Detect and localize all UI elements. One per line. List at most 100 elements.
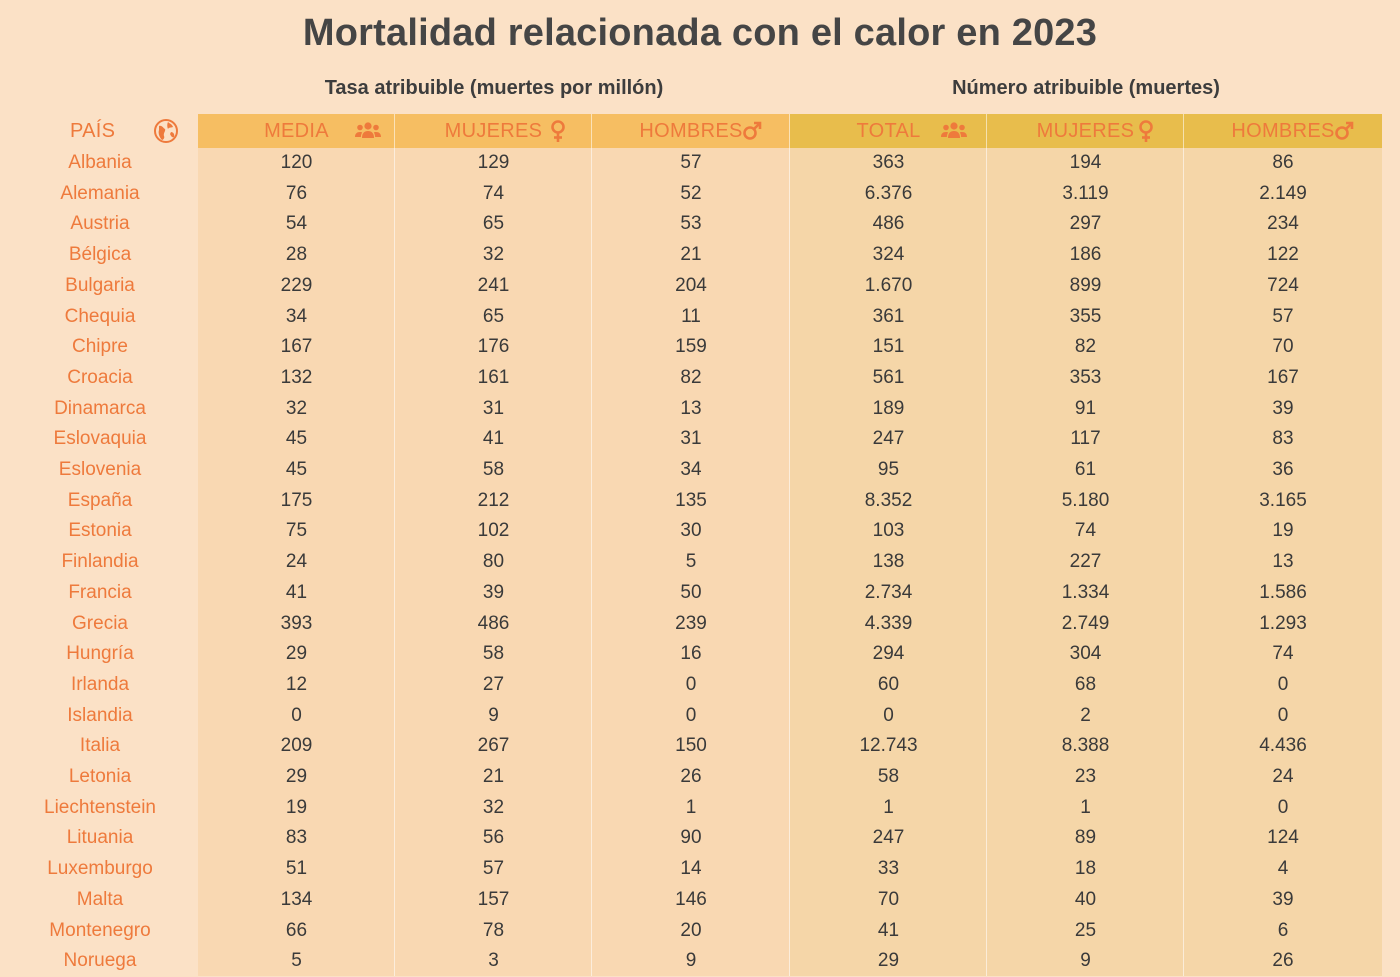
table-row: Islandia 0 9 0 0 2 0 <box>0 701 1400 732</box>
num-men-cell: 4.436 <box>1259 735 1307 757</box>
num-men-cell: 39 <box>1272 397 1294 419</box>
num-total-cell: 33 <box>877 858 900 880</box>
header-rate-men: HOMBRES <box>592 114 790 148</box>
rate-women-cell: 31 <box>482 397 505 419</box>
table-row: Chequia 34 65 11 361 355 57 <box>0 302 1400 333</box>
rate-men-cell: 31 <box>680 428 702 450</box>
country-cell: Chequia <box>64 305 136 327</box>
rate-mean-cell: 134 <box>280 888 313 910</box>
table-row: Italia 209 267 150 12.743 8.388 4.436 <box>0 731 1400 762</box>
header-rate-men-label: HOMBRES <box>639 120 743 142</box>
country-cell: Austria <box>70 213 130 235</box>
header-country: PAÍS <box>40 114 200 148</box>
rate-men-cell: 9 <box>685 950 697 972</box>
num-total-cell: 95 <box>877 459 900 480</box>
num-total-cell: 0 <box>883 704 894 726</box>
num-women-cell: 304 <box>1069 643 1102 665</box>
num-total-cell: 486 <box>872 213 905 235</box>
rate-men-cell: 90 <box>680 827 702 849</box>
rate-mean-cell: 66 <box>285 919 308 941</box>
rate-men-cell: 26 <box>680 766 702 787</box>
table-row: Luxemburgo 51 57 14 33 18 4 <box>0 854 1400 885</box>
country-cell: Grecia <box>72 612 128 634</box>
rate-mean-cell: 209 <box>280 735 313 757</box>
country-cell: Finlandia <box>61 551 139 573</box>
num-total-cell: 4.339 <box>864 612 913 634</box>
country-cell: Croacia <box>67 366 133 388</box>
rate-women-cell: 78 <box>482 919 505 941</box>
num-total-cell: 361 <box>872 305 905 327</box>
table-row: Hungría 29 58 16 294 304 74 <box>0 639 1400 670</box>
rate-mean-cell: 12 <box>285 673 308 695</box>
num-total-cell: 70 <box>877 888 900 910</box>
country-cell: Estonia <box>68 520 132 542</box>
table-row: Croacia 132 161 82 561 353 167 <box>0 363 1400 394</box>
rate-women-cell: 65 <box>482 305 505 327</box>
rate-men-cell: 53 <box>680 213 702 235</box>
rate-mean-cell: 32 <box>285 397 308 419</box>
column-divider <box>394 114 395 976</box>
num-men-cell: 0 <box>1277 704 1289 726</box>
table-row: Finlandia 24 80 5 138 227 13 <box>0 547 1400 578</box>
number-group-title: Número atribuible (muertes) <box>952 77 1220 99</box>
num-men-cell: 70 <box>1272 336 1294 358</box>
num-total-cell: 8.352 <box>864 489 913 511</box>
num-women-cell: 25 <box>1074 919 1097 941</box>
num-women-cell: 227 <box>1069 551 1102 573</box>
rate-women-cell: 74 <box>482 182 505 204</box>
header-rate-mean-label: MEDIA <box>264 120 329 142</box>
num-women-cell: 68 <box>1074 673 1097 695</box>
rate-mean-cell: 229 <box>280 274 313 296</box>
country-cell: Islandia <box>67 704 133 726</box>
chart-title: Mortalidad relacionada con el calor en 2… <box>302 12 1098 54</box>
table-row: Eslovaquia 45 41 31 247 117 83 <box>0 424 1400 455</box>
num-total-cell: 60 <box>877 673 900 695</box>
header-num-women-label: MUJERES <box>1036 120 1135 142</box>
rate-women-cell: 80 <box>482 551 505 573</box>
rate-men-cell: 13 <box>680 397 702 419</box>
header-rate-mean: MEDIA <box>198 114 395 148</box>
num-men-cell: 167 <box>1267 366 1299 388</box>
num-women-cell: 61 <box>1074 459 1097 480</box>
num-women-cell: 297 <box>1069 213 1102 235</box>
num-men-cell: 36 <box>1272 459 1294 480</box>
header-num-total: TOTAL <box>790 114 987 148</box>
num-women-cell: 18 <box>1074 858 1097 880</box>
header-num-men-label: HOMBRES <box>1231 120 1335 142</box>
rate-mean-cell: 5 <box>291 950 302 972</box>
number-columns-background <box>790 148 1382 976</box>
rate-mean-cell: 175 <box>280 489 313 511</box>
country-cell: Letonia <box>68 766 132 787</box>
rate-women-cell: 58 <box>482 643 505 665</box>
rate-men-cell: 0 <box>685 673 697 695</box>
country-cell: España <box>67 489 133 511</box>
num-men-cell: 3.165 <box>1259 489 1307 511</box>
num-total-cell: 363 <box>872 152 905 173</box>
rate-men-cell: 239 <box>675 612 707 634</box>
table-row: España 175 212 135 8.352 5.180 3.165 <box>0 486 1400 517</box>
country-cell: Lituania <box>66 827 134 849</box>
country-cell: Chipre <box>72 336 128 358</box>
rate-women-cell: 486 <box>477 612 510 634</box>
table-row: Austria 54 65 53 486 297 234 <box>0 209 1400 240</box>
country-cell: Eslovenia <box>58 459 142 480</box>
header-country-label: PAÍS <box>70 120 116 142</box>
country-cell: Noruega <box>63 950 137 972</box>
rate-men-cell: 30 <box>680 520 702 542</box>
rate-women-cell: 21 <box>482 766 505 787</box>
rate-women-cell: 3 <box>488 950 499 972</box>
num-women-cell: 1 <box>1080 796 1091 818</box>
rate-men-cell: 82 <box>680 366 702 388</box>
num-women-cell: 82 <box>1074 336 1097 358</box>
num-women-cell: 74 <box>1074 520 1097 542</box>
num-men-cell: 724 <box>1267 274 1299 296</box>
globe-icon <box>153 114 179 148</box>
rate-mean-cell: 83 <box>285 827 308 849</box>
rate-mean-cell: 41 <box>285 581 308 603</box>
table-row: Alemania 76 74 52 6.376 3.119 2.149 <box>0 179 1400 210</box>
rate-mean-cell: 54 <box>285 213 308 235</box>
table-row: Francia 41 39 50 2.734 1.334 1.586 <box>0 578 1400 609</box>
rate-women-cell: 176 <box>477 336 510 358</box>
num-total-cell: 103 <box>872 520 905 542</box>
num-total-cell: 41 <box>877 919 900 941</box>
